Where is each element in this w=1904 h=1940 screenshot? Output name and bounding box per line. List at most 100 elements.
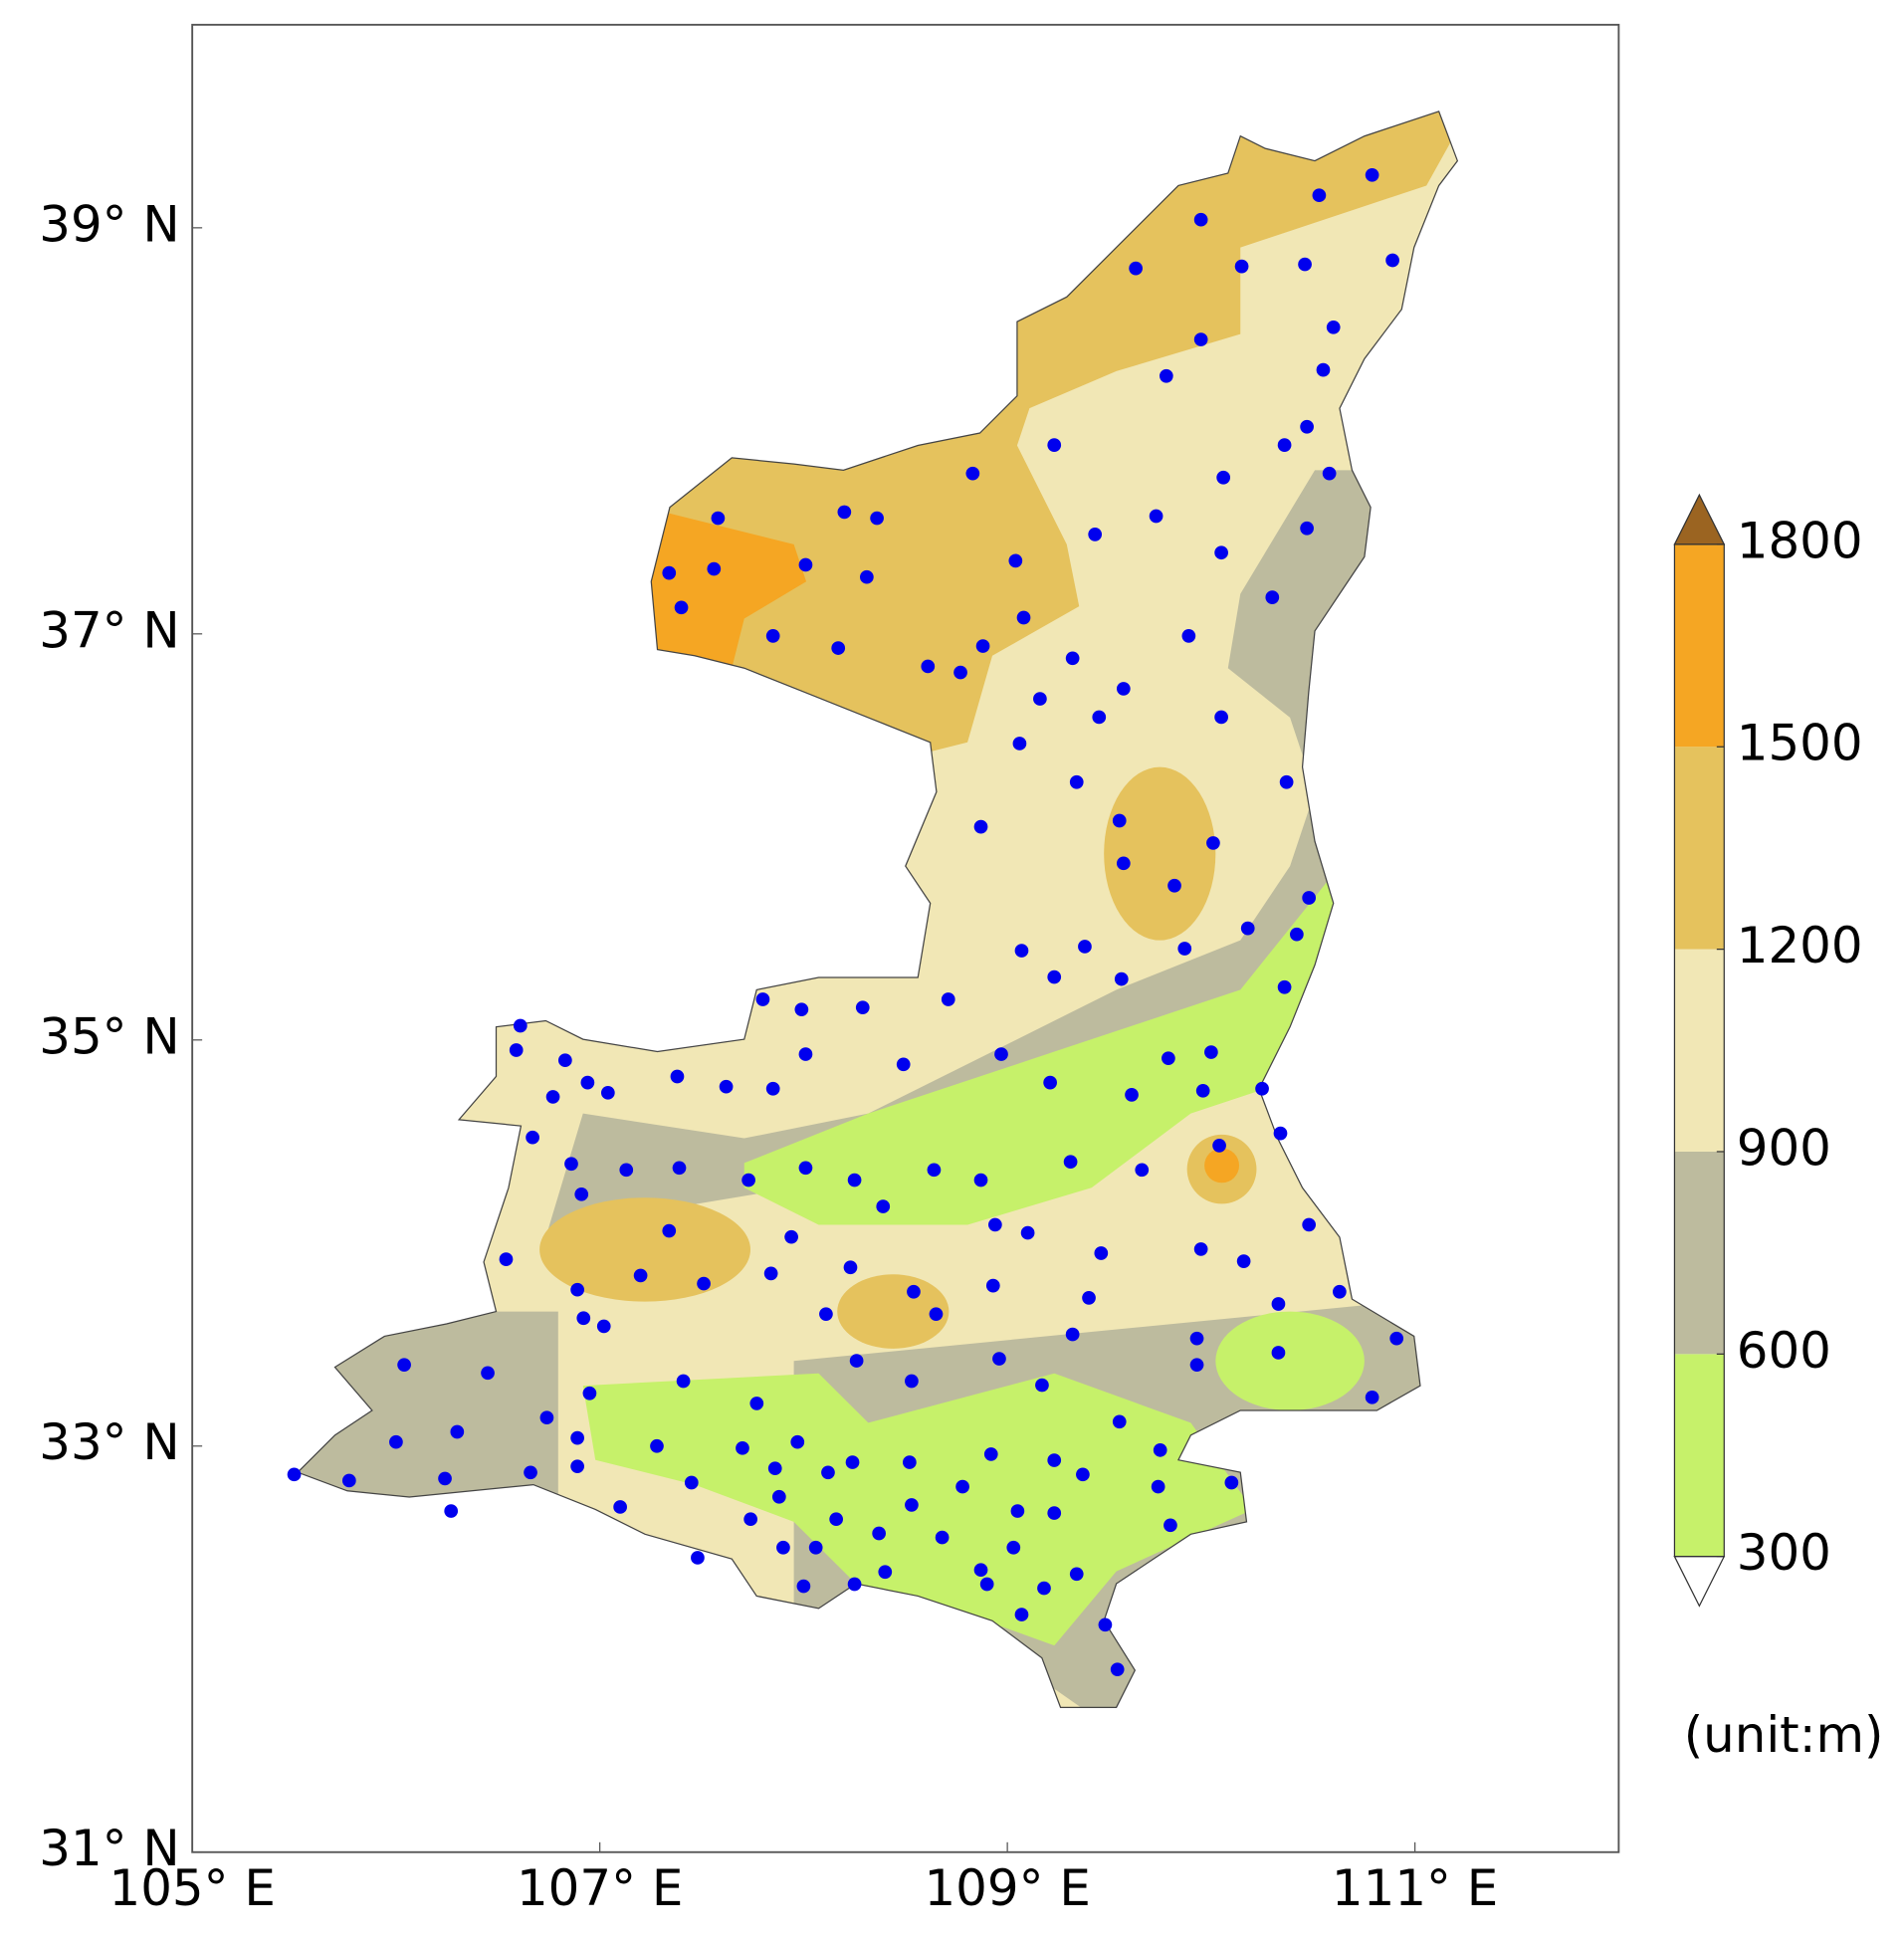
station: [837, 505, 852, 520]
station: [1206, 836, 1220, 850]
colorbar-unit: (unit:m): [1684, 1706, 1884, 1764]
y-tick-label: 33° N: [39, 1413, 179, 1471]
station: [662, 1223, 677, 1238]
contour-fill: [1204, 1148, 1240, 1184]
station: [796, 1579, 811, 1594]
station: [1008, 553, 1023, 568]
station: [1189, 1358, 1204, 1373]
station: [903, 1455, 917, 1469]
station: [1047, 970, 1062, 984]
station: [576, 1311, 591, 1326]
y-tick-label: 31° N: [39, 1820, 179, 1877]
station: [1177, 942, 1192, 956]
station: [1385, 253, 1399, 268]
station: [790, 1434, 805, 1449]
station: [1255, 1081, 1269, 1096]
station: [1116, 856, 1131, 871]
station: [767, 1461, 782, 1476]
colorbar-band: [1674, 1151, 1725, 1355]
colorbar-band: [1674, 543, 1725, 748]
station: [570, 1282, 584, 1297]
station: [674, 600, 689, 615]
station: [545, 1090, 560, 1104]
contour-fill: [645, 507, 807, 669]
station: [600, 1085, 615, 1100]
station: [633, 1268, 648, 1283]
station: [843, 1260, 858, 1275]
contour-fill: [743, 866, 1340, 1225]
station: [1193, 212, 1208, 227]
station: [765, 629, 780, 643]
station: [765, 1081, 780, 1096]
station: [1012, 737, 1027, 751]
x-tick-label: 105° E: [108, 1859, 275, 1917]
station: [994, 1047, 1008, 1061]
station: [570, 1430, 584, 1445]
colorbar-tick-label: 1200: [1737, 917, 1863, 974]
station: [1189, 1331, 1204, 1346]
station: [1094, 1246, 1109, 1260]
station: [1271, 1297, 1286, 1311]
colorbar-tick-label: 600: [1737, 1322, 1831, 1380]
station: [743, 1512, 758, 1527]
station: [1365, 167, 1379, 182]
station: [987, 1217, 1002, 1232]
station: [697, 1276, 711, 1291]
station: [808, 1540, 823, 1555]
station: [1277, 979, 1292, 994]
station: [596, 1319, 611, 1334]
station: [1322, 466, 1337, 481]
station: [763, 1266, 778, 1281]
station: [847, 1173, 862, 1187]
station: [929, 1307, 944, 1322]
contour-fill: [620, 110, 1458, 755]
station: [1240, 921, 1255, 936]
colorbar-band: [1674, 747, 1725, 950]
station: [450, 1424, 465, 1439]
contour-fill: [582, 1373, 1253, 1646]
station: [707, 561, 722, 576]
station: [676, 1374, 691, 1389]
colorbar-frame: [1673, 543, 1725, 1558]
station: [1316, 362, 1331, 377]
station: [1020, 1225, 1035, 1240]
station: [481, 1366, 495, 1381]
station: [574, 1186, 589, 1201]
station: [341, 1473, 356, 1488]
station: [955, 1479, 969, 1494]
station: [397, 1358, 411, 1373]
station: [849, 1354, 864, 1368]
station: [684, 1475, 699, 1490]
colorbar-extend-under: [1673, 1556, 1726, 1608]
y-tick-label: 39° N: [39, 195, 179, 253]
station: [582, 1386, 597, 1401]
colorbar-tick-label: 900: [1737, 1120, 1831, 1178]
x-tick-label: 109° E: [924, 1859, 1090, 1917]
station: [287, 1467, 302, 1482]
station: [1116, 682, 1131, 696]
station: [719, 1079, 734, 1094]
station: [711, 511, 726, 526]
station: [1300, 521, 1314, 536]
station: [1236, 1254, 1251, 1268]
station: [829, 1512, 844, 1527]
station: [1389, 1331, 1404, 1346]
station: [580, 1075, 595, 1090]
station: [1162, 1051, 1175, 1065]
station: [1047, 1453, 1062, 1467]
station: [736, 1440, 749, 1455]
station: [1300, 419, 1314, 434]
station: [1212, 1139, 1226, 1153]
station: [1298, 257, 1312, 272]
station: [878, 1565, 893, 1580]
station: [1224, 1475, 1239, 1490]
station: [798, 1047, 813, 1061]
station: [1035, 1378, 1049, 1393]
station: [1037, 1581, 1051, 1596]
station: [821, 1465, 835, 1480]
station: [784, 1229, 798, 1244]
station: [855, 1000, 870, 1014]
station: [1273, 1126, 1288, 1141]
station: [1135, 1163, 1150, 1178]
station: [1065, 1327, 1080, 1342]
